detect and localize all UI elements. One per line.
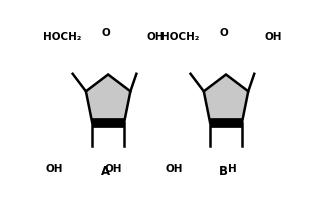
Polygon shape [86,75,130,123]
Text: O: O [101,27,110,37]
Text: HOCH₂: HOCH₂ [161,32,200,42]
Polygon shape [204,75,248,123]
Text: OH: OH [264,32,282,42]
Text: O: O [219,27,228,37]
Text: OH: OH [45,163,63,173]
Text: OH: OH [166,163,183,173]
Text: B: B [219,164,228,177]
Text: H: H [228,163,236,173]
Text: HOCH₂: HOCH₂ [43,32,82,42]
Text: OH: OH [147,32,164,42]
Text: A: A [101,164,110,177]
Text: OH: OH [104,163,122,173]
